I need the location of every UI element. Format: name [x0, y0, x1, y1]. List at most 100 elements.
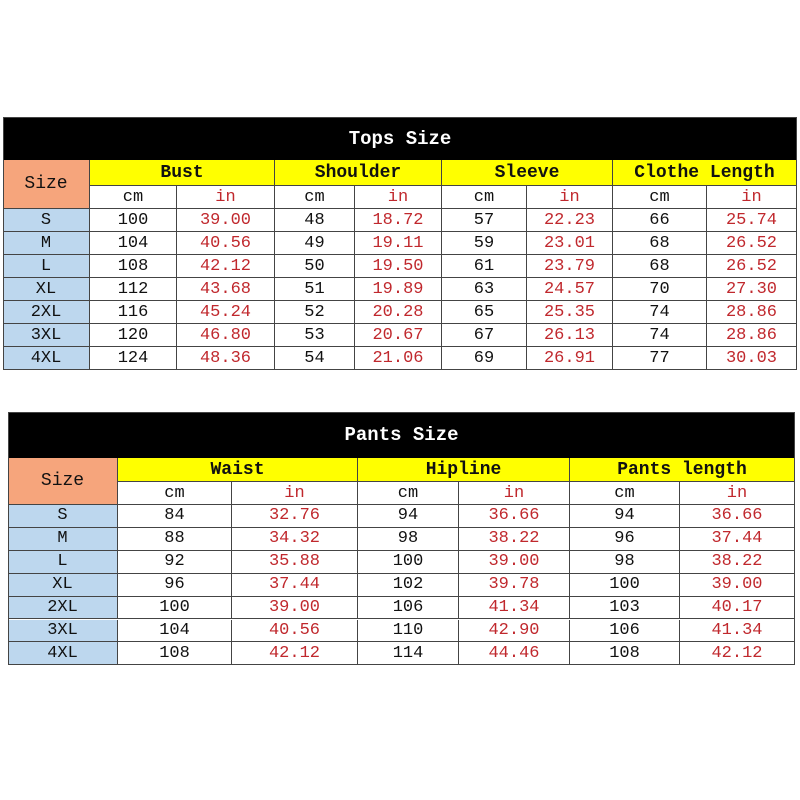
unit-header: cm	[90, 186, 177, 209]
value-cell: 48	[275, 209, 355, 232]
value-cell: 104	[118, 619, 232, 643]
value-cell: 53	[275, 324, 355, 347]
value-cell: 42.12	[177, 255, 275, 278]
unit-header: in	[355, 186, 442, 209]
size-cell: 2XL	[3, 301, 90, 324]
value-cell: 120	[90, 324, 177, 347]
value-cell: 51	[275, 278, 355, 301]
table-frame	[8, 412, 795, 666]
size-cell: S	[8, 505, 118, 528]
value-cell: 39.00	[177, 209, 275, 232]
size-cell: S	[3, 209, 90, 232]
size-cell: M	[8, 527, 118, 551]
group-header: Bust	[90, 160, 275, 186]
value-cell: 40.56	[232, 619, 358, 643]
value-cell: 66	[613, 209, 707, 232]
value-cell: 20.28	[355, 301, 442, 324]
value-cell: 100	[358, 550, 459, 574]
table-frame	[3, 117, 797, 370]
group-header: Pants length	[570, 458, 795, 482]
value-cell: 59	[442, 232, 527, 255]
table-title: Tops Size	[3, 117, 797, 160]
value-cell: 19.11	[355, 232, 442, 255]
value-cell: 100	[570, 573, 680, 597]
value-cell: 41.34	[459, 596, 570, 620]
value-cell: 102	[358, 573, 459, 597]
value-cell: 39.00	[232, 596, 358, 620]
value-cell: 34.32	[232, 527, 358, 551]
value-cell: 23.01	[527, 232, 613, 255]
value-cell: 46.80	[177, 324, 275, 347]
value-cell: 49	[275, 232, 355, 255]
value-cell: 52	[275, 301, 355, 324]
unit-header: cm	[118, 482, 232, 505]
value-cell: 68	[613, 232, 707, 255]
value-cell: 19.50	[355, 255, 442, 278]
value-cell: 42.90	[459, 619, 570, 643]
value-cell: 50	[275, 255, 355, 278]
value-cell: 26.13	[527, 324, 613, 347]
value-cell: 25.35	[527, 301, 613, 324]
value-cell: 74	[613, 324, 707, 347]
value-cell: 20.67	[355, 324, 442, 347]
value-cell: 104	[90, 232, 177, 255]
value-cell: 23.79	[527, 255, 613, 278]
value-cell: 110	[358, 619, 459, 643]
value-cell: 37.44	[232, 573, 358, 597]
group-header: Sleeve	[442, 160, 613, 186]
unit-header: cm	[358, 482, 459, 505]
value-cell: 94	[570, 505, 680, 528]
value-cell: 98	[358, 527, 459, 551]
value-cell: 32.76	[232, 505, 358, 528]
unit-header: in	[527, 186, 613, 209]
value-cell: 40.56	[177, 232, 275, 255]
group-header: Shoulder	[275, 160, 442, 186]
value-cell: 100	[118, 596, 232, 620]
value-cell: 68	[613, 255, 707, 278]
value-cell: 35.88	[232, 550, 358, 574]
size-cell: 3XL	[3, 324, 90, 347]
size-header: Size	[8, 458, 118, 505]
group-header: Hipline	[358, 458, 570, 482]
value-cell: 92	[118, 550, 232, 574]
value-cell: 67	[442, 324, 527, 347]
unit-header: in	[177, 186, 275, 209]
unit-header: cm	[613, 186, 707, 209]
unit-header: cm	[275, 186, 355, 209]
size-cell: L	[8, 550, 118, 574]
size-cell: L	[3, 255, 90, 278]
value-cell: 96	[570, 527, 680, 551]
value-cell: 74	[613, 301, 707, 324]
value-cell: 38.22	[459, 527, 570, 551]
value-cell: 106	[570, 619, 680, 643]
value-cell: 88	[118, 527, 232, 551]
unit-header: in	[232, 482, 358, 505]
size-cell: 3XL	[8, 619, 118, 643]
size-cell: XL	[8, 573, 118, 597]
value-cell: 94	[358, 505, 459, 528]
value-cell: 98	[570, 550, 680, 574]
size-cell: XL	[3, 278, 90, 301]
value-cell: 43.68	[177, 278, 275, 301]
size-cell: 4XL	[8, 642, 118, 666]
unit-header: cm	[570, 482, 680, 505]
value-cell: 61	[442, 255, 527, 278]
value-cell: 19.89	[355, 278, 442, 301]
size-cell: 2XL	[8, 596, 118, 620]
size-cell: M	[3, 232, 90, 255]
value-cell: 39.78	[459, 573, 570, 597]
size-header: Size	[3, 160, 90, 209]
value-cell: 57	[442, 209, 527, 232]
value-cell: 112	[90, 278, 177, 301]
group-header: Clothe Length	[613, 160, 797, 186]
value-cell: 96	[118, 573, 232, 597]
value-cell: 106	[358, 596, 459, 620]
value-cell: 100	[90, 209, 177, 232]
value-cell: 39.00	[459, 550, 570, 574]
value-cell: 116	[90, 301, 177, 324]
value-cell: 24.57	[527, 278, 613, 301]
group-header: Waist	[118, 458, 358, 482]
value-cell: 36.66	[459, 505, 570, 528]
table-title: Pants Size	[8, 412, 795, 458]
